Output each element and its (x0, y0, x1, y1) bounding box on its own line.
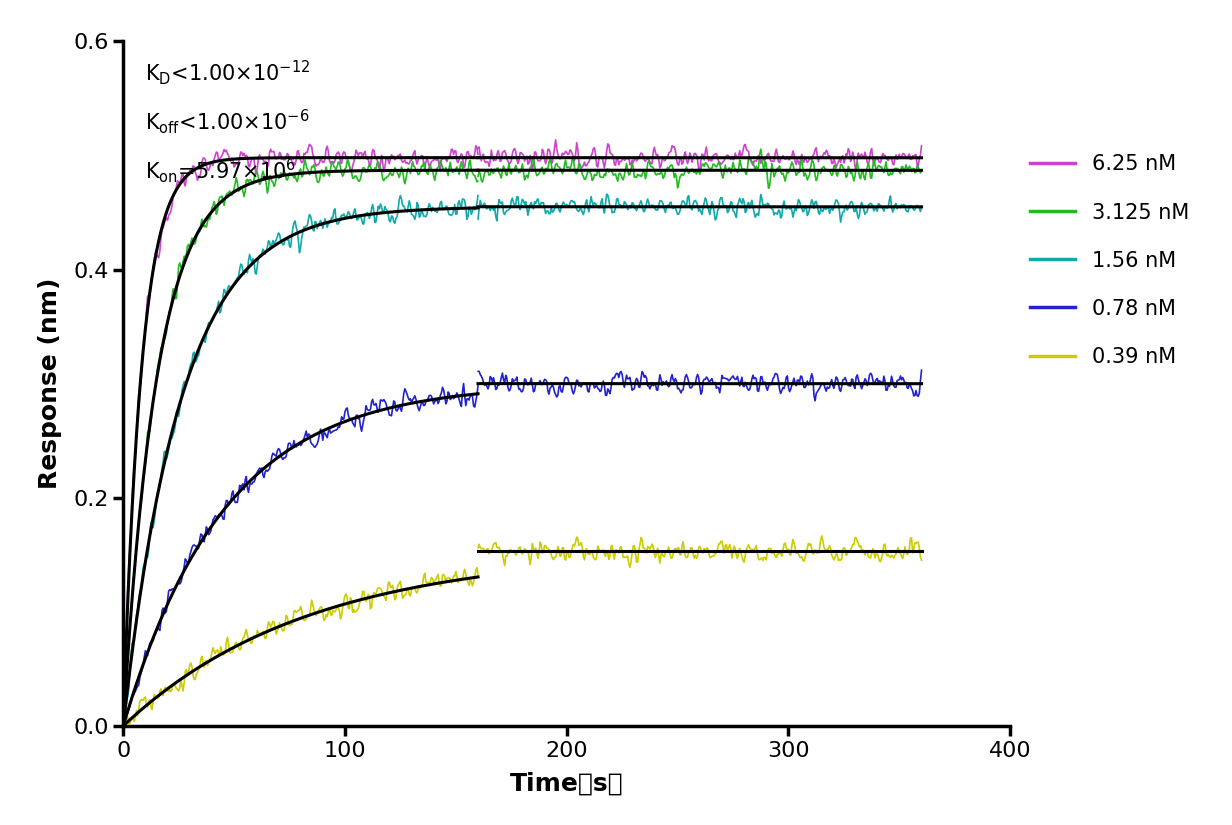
X-axis label: Time（s）: Time（s） (510, 771, 623, 795)
Y-axis label: Response (nm): Response (nm) (38, 278, 62, 489)
Legend: 6.25 nM, 3.125 nM, 1.56 nM, 0.78 nM, 0.39 nM: 6.25 nM, 3.125 nM, 1.56 nM, 0.78 nM, 0.3… (1030, 154, 1189, 367)
Text: K$_\mathrm{D}$<1.00×10$^{-12}$
K$_\mathrm{off}$<1.00×10$^{-6}$
K$_\mathrm{on}$=5: K$_\mathrm{D}$<1.00×10$^{-12}$ K$_\mathr… (145, 59, 310, 185)
